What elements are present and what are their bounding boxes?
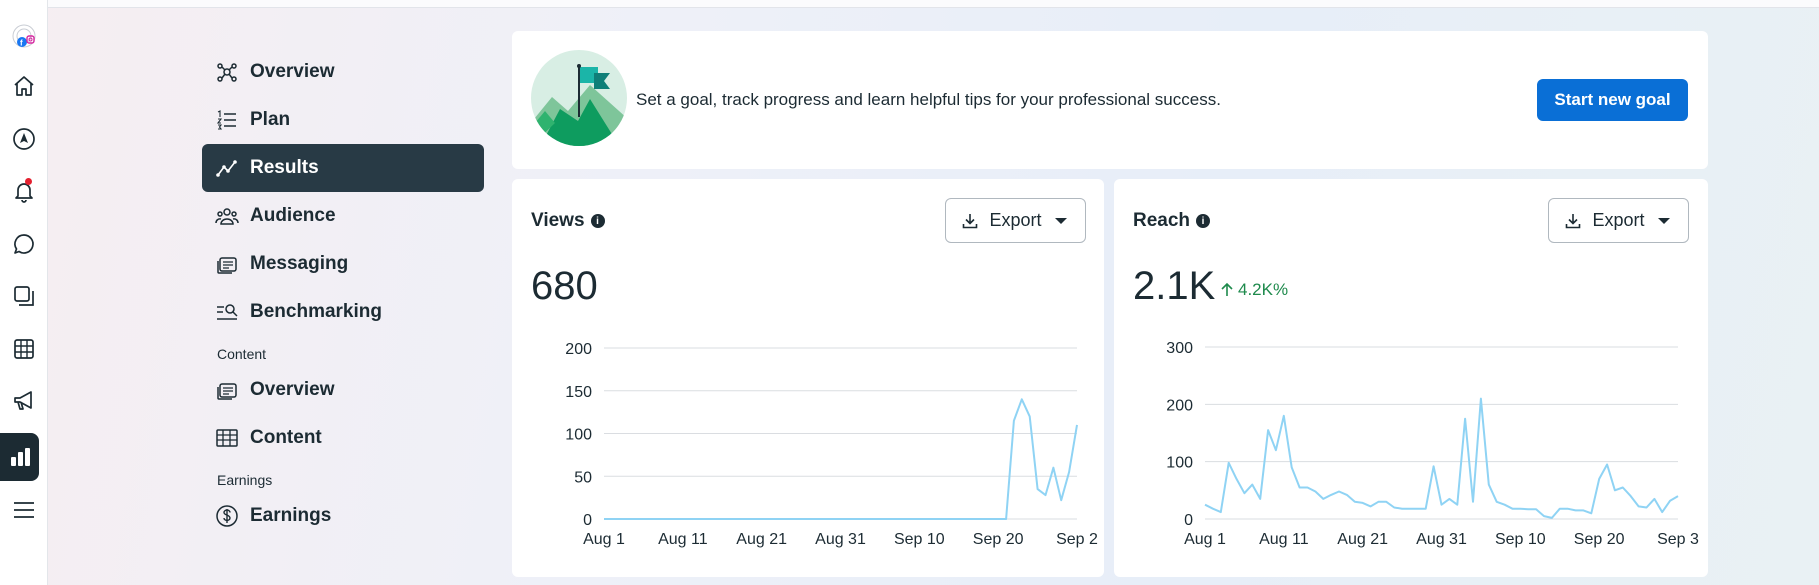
dollar-circle-icon (214, 503, 240, 529)
x-tick-label: Sep 10 (894, 531, 945, 548)
reach-title: Reach i (1133, 210, 1211, 232)
export-label: Export (1592, 210, 1645, 230)
y-tick-label: 100 (565, 427, 592, 444)
x-tick-label: Aug 31 (1416, 531, 1467, 548)
reach-card: Reach i Export 2.1K 4.2K% 0 100 200 300 Aug … (1114, 179, 1708, 577)
network-icon (214, 59, 240, 85)
meta-business-logo-icon[interactable]: f (0, 16, 48, 56)
card-title-label: Views (531, 210, 585, 231)
x-tick-label: Aug 1 (583, 531, 625, 548)
nav-item-label: Overview (250, 379, 335, 400)
x-tick-label: Aug 21 (1337, 531, 1388, 548)
reach-delta: 4.2K% (1220, 280, 1288, 300)
nav-item-content-overview[interactable]: Overview (202, 366, 484, 414)
top-bar-edge (48, 0, 1819, 8)
nav-section-content: Content (217, 346, 267, 362)
nav-item-messaging[interactable]: Messaging (202, 240, 484, 288)
megaphone-icon[interactable] (0, 381, 48, 421)
nav-item-label: Overview (250, 61, 335, 82)
caret-down-icon (1657, 217, 1670, 224)
x-tick-label: Sep 2 (1056, 531, 1098, 548)
nav-item-label: Audience (250, 205, 336, 226)
nav-item-content[interactable]: Content (202, 414, 484, 462)
notification-dot (25, 178, 32, 185)
x-tick-label: Aug 31 (815, 531, 866, 548)
table-icon[interactable] (0, 329, 48, 369)
people-icon (214, 203, 240, 229)
views-card: Views i Export 680 0 50 100 150 200 Aug 1 Aug … (512, 179, 1104, 577)
x-tick-label: Sep 20 (973, 531, 1024, 548)
views-value: 680 (531, 264, 598, 308)
reach-delta-value: 4.2K% (1238, 280, 1289, 299)
y-tick-label: 150 (565, 384, 592, 401)
nav-item-plan[interactable]: Plan (202, 96, 484, 144)
nav-item-results[interactable]: Results (202, 144, 484, 192)
reach-export-button[interactable]: Export (1548, 198, 1689, 243)
nav-item-label: Earnings (250, 505, 332, 526)
compass-icon[interactable] (0, 119, 48, 159)
nav-section-earnings: Earnings (217, 472, 273, 488)
svg-text:f: f (20, 39, 23, 48)
download-icon (963, 213, 978, 228)
card-title-label: Reach (1133, 210, 1191, 231)
start-new-goal-button[interactable]: Start new goal (1537, 79, 1688, 121)
nav-item-label: Content (250, 427, 322, 448)
menu-icon[interactable] (0, 490, 48, 530)
x-tick-label: Aug 1 (1184, 531, 1226, 548)
series-line (1204, 397, 1679, 519)
insights-nav: Overview Plan Results Audience Messaging… (202, 48, 484, 540)
inbox-icon (214, 251, 240, 277)
bell-icon[interactable] (0, 171, 48, 211)
flag-mountain-icon (530, 49, 628, 147)
y-tick-label: 200 (565, 341, 592, 358)
info-icon[interactable]: i (590, 214, 605, 228)
nav-item-earnings[interactable]: Earnings (202, 492, 484, 540)
goal-card (512, 31, 1708, 169)
nav-item-audience[interactable]: Audience (202, 192, 484, 240)
pages-icon[interactable] (0, 276, 48, 316)
y-tick-label: 200 (1166, 397, 1193, 414)
nav-item-benchmarking[interactable]: Benchmarking (202, 288, 484, 336)
x-tick-label: Aug 11 (1259, 531, 1309, 548)
y-tick-label: 50 (574, 469, 592, 486)
nav-item-label: Benchmarking (250, 301, 382, 322)
goal-description: Set a goal, track progress and learn hel… (636, 90, 1221, 109)
views-export-button[interactable]: Export (945, 198, 1086, 243)
x-tick-label: Sep 20 (1574, 531, 1625, 548)
bar-chart-icon[interactable] (0, 433, 39, 481)
numbered-list-icon (214, 107, 240, 133)
table-icon (214, 425, 240, 451)
export-label: Export (989, 210, 1042, 230)
y-tick-label: 100 (1166, 455, 1193, 472)
nav-item-label: Messaging (250, 253, 349, 274)
trend-line-icon (214, 155, 240, 181)
series-line (604, 398, 1078, 520)
nav-item-overview[interactable]: Overview (202, 48, 484, 96)
x-tick-label: Sep 10 (1495, 531, 1546, 548)
reach-line-chart: 0 100 200 300 Aug 1 Aug 11 Aug 21 Aug 31 Sep 10 S… (1166, 340, 1699, 548)
y-tick-label: 0 (583, 512, 592, 529)
icon-rail: f (0, 0, 48, 585)
x-tick-label: Aug 21 (736, 531, 787, 548)
reach-value: 2.1K (1133, 264, 1216, 308)
y-tick-label: 0 (1184, 512, 1193, 529)
info-icon[interactable]: i (1196, 214, 1211, 228)
views-line-chart: 0 50 100 150 200 Aug 1 Aug 11 Aug 21 Aug 31 Sep 1… (565, 341, 1098, 548)
x-tick-label: Aug 11 (658, 531, 708, 548)
x-tick-label: Sep 3 (1657, 531, 1699, 548)
y-tick-label: 300 (1166, 340, 1193, 357)
nav-item-label: Plan (250, 109, 291, 130)
nav-item-label: Results (250, 157, 319, 178)
inbox-icon (214, 377, 240, 403)
views-title: Views i (531, 210, 605, 232)
caret-down-icon (1054, 217, 1067, 224)
home-icon[interactable] (0, 66, 48, 106)
chat-icon[interactable] (0, 224, 48, 264)
arrow-up-icon (1221, 282, 1233, 296)
search-list-icon (214, 299, 240, 325)
download-icon (1566, 213, 1581, 228)
